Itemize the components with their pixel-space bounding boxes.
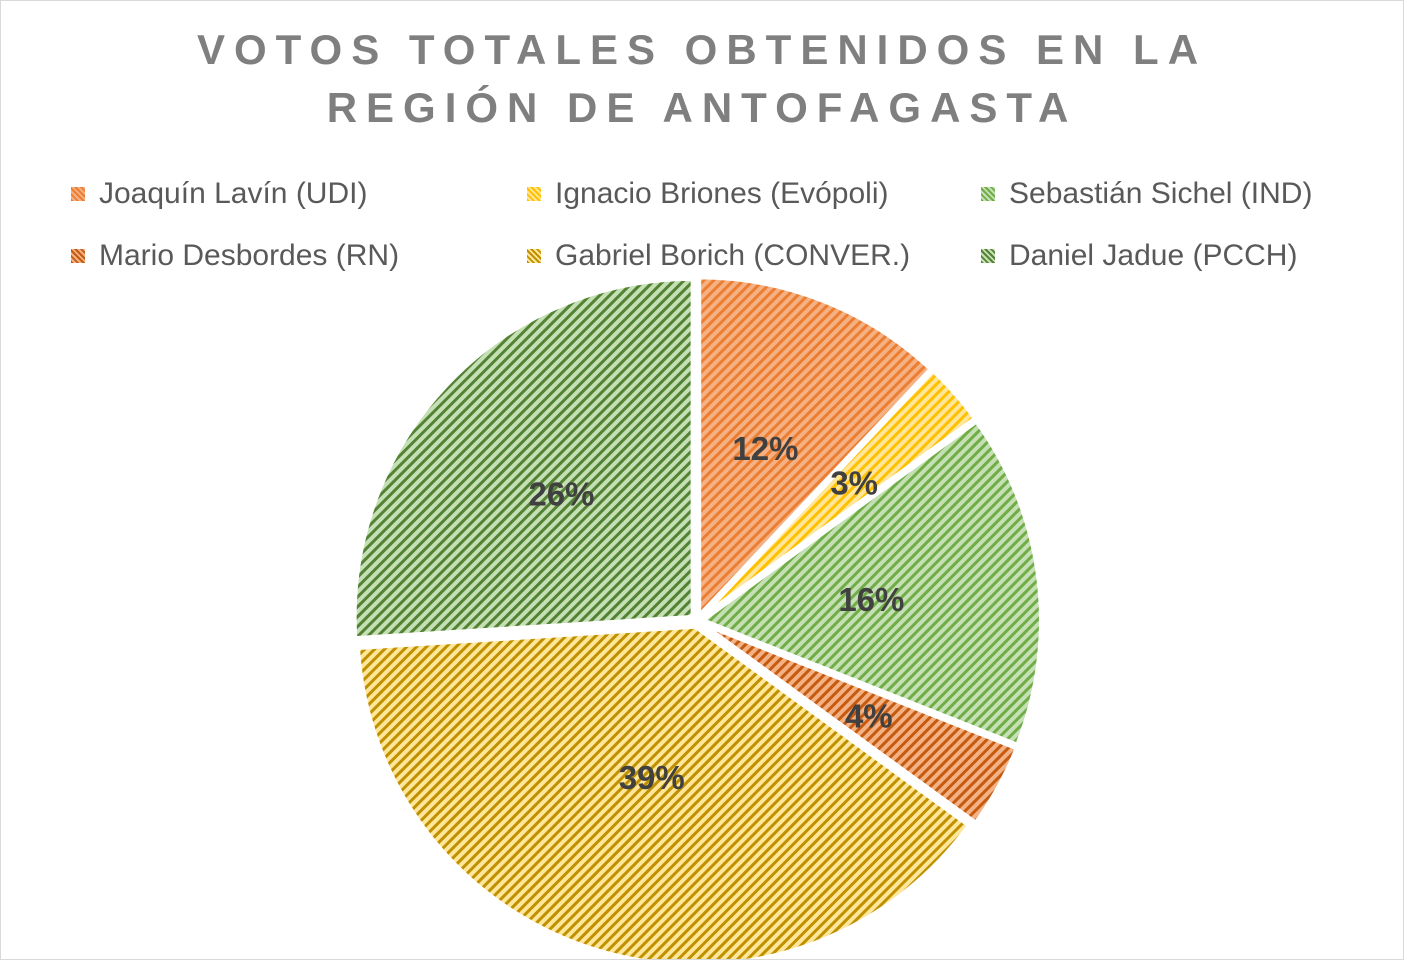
slice-label-briones: 3% <box>830 464 878 501</box>
slice-label-lavin: 12% <box>732 430 798 467</box>
legend-swatch-jadue <box>981 249 995 263</box>
legend-item-sichel: Sebastián Sichel (IND) <box>981 177 1312 211</box>
pie-slice-lavin <box>697 275 934 621</box>
legend-swatch-desbordes <box>71 249 85 263</box>
legend-swatch-briones <box>527 187 541 201</box>
pie-labels: 12% 3% 16% 4% 39% 26% <box>528 430 904 796</box>
legend-label-lavin: Joaquín Lavín (UDI) <box>99 177 368 210</box>
chart-title: VOTOS TOTALES OBTENIDOS EN LA REGIÓN DE … <box>1 21 1403 137</box>
legend-label-briones: Ignacio Briones (Evópoli) <box>555 177 889 210</box>
legend-swatch-borich <box>527 249 541 263</box>
slice-label-borich: 39% <box>619 759 685 796</box>
slice-label-desbordes: 4% <box>845 697 893 734</box>
chart-title-line-2: REGIÓN DE ANTOFAGASTA <box>326 84 1078 131</box>
legend-label-desbordes: Mario Desbordes (RN) <box>99 239 400 272</box>
legend-item-jadue: Daniel Jadue (PCCH) <box>981 239 1297 273</box>
pie-slice-briones <box>700 367 978 619</box>
legend-item-lavin: Joaquín Lavín (UDI) <box>71 177 367 211</box>
chart-title-line-1: VOTOS TOTALES OBTENIDOS EN LA <box>196 26 1208 73</box>
pie-slices <box>352 275 1043 959</box>
pie-slice-desbordes <box>701 622 1020 826</box>
pie-slice-jadue <box>352 276 695 641</box>
legend-swatch-sichel <box>981 187 995 201</box>
pie-slice-borich <box>355 624 972 959</box>
legend-label-sichel: Sebastián Sichel (IND) <box>1009 177 1313 210</box>
pie-slice-sichel <box>698 418 1043 748</box>
legend-label-borich: Gabriel Borich (CONVER.) <box>555 239 911 272</box>
legend-item-desbordes: Mario Desbordes (RN) <box>71 239 399 273</box>
legend-item-briones: Ignacio Briones (Evópoli) <box>527 177 889 211</box>
legend-swatch-lavin <box>71 187 85 201</box>
chart-legend: Joaquín Lavín (UDI) Ignacio Briones (Evó… <box>71 169 1371 289</box>
slice-label-jadue: 26% <box>528 476 594 513</box>
legend-label-jadue: Daniel Jadue (PCCH) <box>1009 239 1298 272</box>
slice-label-sichel: 16% <box>838 581 904 618</box>
legend-item-borich: Gabriel Borich (CONVER.) <box>527 239 910 273</box>
